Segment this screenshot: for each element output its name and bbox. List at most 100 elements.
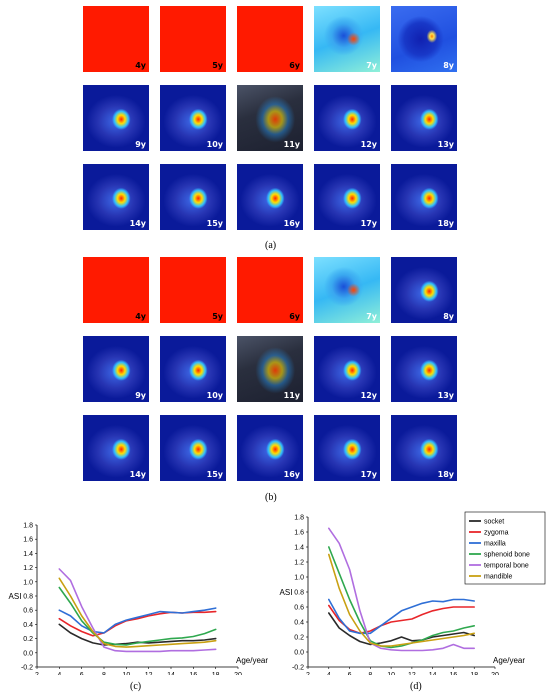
heatmap-age-label: 7y (366, 312, 377, 321)
y-tick-label: 1.2 (294, 560, 304, 567)
y-tick-label: 0.2 (23, 636, 33, 643)
series-line-maxilla (327, 598, 475, 635)
heatmap-age-label: 14y (129, 470, 146, 479)
heatmap-age-label: 12y (360, 140, 377, 149)
legend-entry: mandible (484, 574, 513, 581)
y-tick-label: -0.2 (292, 665, 304, 672)
y-tick-label: 0.6 (294, 605, 304, 612)
heatmap-tile-a-14y: 14y (83, 164, 149, 230)
y-tick-label: 0.6 (23, 608, 33, 615)
heatmap-age-label: 18y (437, 219, 454, 228)
heatmap-tile-b-16y: 16y (237, 415, 303, 481)
heatmap-tile-b-4y: 4y (83, 257, 149, 323)
heatmap-age-label: 18y (437, 470, 454, 479)
series-line-temporal-bone (327, 527, 475, 652)
x-tick-label: 16 (450, 672, 458, 675)
heatmap-tile-b-13y: 13y (391, 336, 457, 402)
series-line-mandible (327, 553, 475, 647)
heatmap-age-label: 15y (206, 219, 223, 228)
heatmap-age-label: 6y (289, 312, 300, 321)
y-tick-label: 1.6 (294, 530, 304, 537)
legend-entry: sphenoid bone (484, 552, 530, 559)
heatmap-tile-b-8y: 8y (391, 257, 457, 323)
xray-overlay-image (237, 85, 303, 151)
y-tick-label: 1.2 (23, 565, 33, 572)
series-line-socket (327, 612, 475, 646)
x-tick-label: 2 (306, 672, 310, 675)
y-tick-label: 1.0 (294, 575, 304, 582)
panel-label-b: (b) (265, 492, 277, 503)
heatmap-tile-a-9y: 9y (83, 85, 149, 151)
series-line-sphenoid-bone (327, 546, 475, 649)
heatmap-tile-a-11y: 11y (237, 85, 303, 151)
heatmap-tile-a-6y: 6y (237, 6, 303, 72)
heatmap-age-label: 9y (135, 140, 146, 149)
y-tick-label: -0.2 (21, 665, 33, 672)
series-line-zygoma (58, 610, 217, 637)
heatmap-tile-b-6y: 6y (237, 257, 303, 323)
heatmap-age-label: 17y (360, 219, 377, 228)
line-chart-d: -0.2 0.0 0.2 0.4 0.6 0.8 1.0 1.2 1.4 1.6 1.8 2 4 6 8 10… (280, 511, 546, 675)
y-tick-label: 1.4 (23, 551, 33, 558)
heatmap-age-label: 10y (206, 391, 223, 400)
x-tick-label: 14 (429, 672, 437, 675)
y-tick-label: 0.4 (294, 620, 304, 627)
heatmap-age-label: 13y (437, 391, 454, 400)
x-tick-label: 14 (167, 672, 175, 675)
y-tick-label: 1.4 (294, 545, 304, 552)
y-tick-label: 0.0 (23, 650, 33, 657)
x-tick-label: 18 (212, 672, 220, 675)
heatmap-tile-b-17y: 17y (314, 415, 380, 481)
heatmap-tile-b-5y: 5y (160, 257, 226, 323)
heatmap-age-label: 11y (283, 140, 300, 149)
heatmap-age-label: 6y (289, 61, 300, 70)
heatmap-age-label: 8y (443, 61, 454, 70)
heatmap-age-label: 5y (212, 61, 223, 70)
heatmap-tile-a-12y: 12y (314, 85, 380, 151)
y-axis-label: ASI (280, 588, 293, 597)
x-tick-label: 12 (408, 672, 416, 675)
panel-label-a: (a) (265, 240, 277, 251)
heatmap-tile-a-4y: 4y (83, 6, 149, 72)
x-tick-label: 6 (80, 672, 84, 675)
x-axis-label: Age/year (236, 656, 268, 665)
y-tick-label: 0.0 (294, 650, 304, 657)
y-tick-label: 0.4 (23, 622, 33, 629)
heatmap-tile-b-9y: 9y (83, 336, 149, 402)
x-axis-label: Age/year (493, 656, 525, 665)
heatmap-age-label: 13y (437, 140, 454, 149)
heatmap-tile-a-18y: 18y (391, 164, 457, 230)
y-tick-label: 1.8 (23, 523, 33, 530)
heatmap-tile-b-12y: 12y (314, 336, 380, 402)
heatmap-tile-a-8y: 8y (391, 6, 457, 72)
heatmap-age-label: 9y (135, 391, 146, 400)
x-tick-label: 20 (491, 672, 499, 675)
series-line-zygoma (327, 604, 475, 635)
heatmap-age-label: 11y (283, 391, 300, 400)
heatmap-age-label: 8y (443, 312, 454, 321)
heatmap-tile-a-13y: 13y (391, 85, 457, 151)
y-tick-label: 0.8 (294, 590, 304, 597)
heatmap-age-label: 12y (360, 391, 377, 400)
x-tick-label: 8 (102, 672, 106, 675)
xray-overlay-image (237, 336, 303, 402)
y-axis-label: ASI (9, 592, 22, 601)
legend-entry: socket (484, 519, 504, 526)
y-tick-label: 0.2 (294, 635, 304, 642)
legend-entry: zygoma (484, 530, 509, 537)
heatmap-tile-b-11y: 11y (237, 336, 303, 402)
heatmap-tile-a-7y: 7y (314, 6, 380, 72)
x-tick-label: 16 (189, 672, 197, 675)
heatmap-tile-b-7y: 7y (314, 257, 380, 323)
x-tick-label: 20 (234, 672, 242, 675)
heatmap-tile-a-10y: 10y (160, 85, 226, 151)
heatmap-tile-b-15y: 15y (160, 415, 226, 481)
x-tick-label: 10 (387, 672, 395, 675)
line-chart-c: -0.2 0.0 0.2 0.4 0.6 0.8 1.0 1.2 1.4 1.6 1.8 2 4 6 8 10… (9, 523, 269, 676)
x-tick-label: 10 (122, 672, 130, 675)
heatmap-age-label: 16y (283, 470, 300, 479)
heatmap-age-label: 16y (283, 219, 300, 228)
x-tick-label: 2 (35, 672, 39, 675)
y-tick-label: 1.0 (23, 579, 33, 586)
